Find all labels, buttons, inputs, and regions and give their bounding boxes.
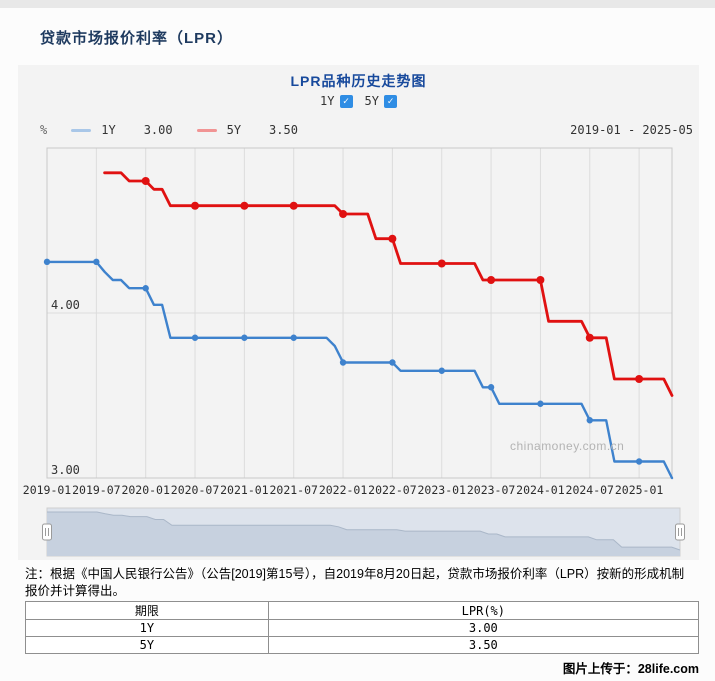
series-toggles: 1Y 5Y [18, 94, 699, 108]
navigator-handle-right[interactable] [675, 523, 685, 541]
legend-label-1y: 1Y [101, 123, 116, 137]
table-row: 1Y 3.00 [25, 619, 700, 637]
svg-text:2022-01: 2022-01 [319, 483, 368, 497]
toggle-5y[interactable]: 5Y [365, 94, 397, 108]
table-row: 5Y 3.50 [25, 636, 700, 654]
svg-text:2022-07: 2022-07 [368, 483, 417, 497]
cell-term-5y: 5Y [25, 636, 269, 654]
svg-text:2021-07: 2021-07 [269, 483, 318, 497]
legend-label-5y: 5Y [226, 123, 242, 137]
x-axis-labels: 2019-01 2019-07 2020-01 2020-07 2021-01 2021-… [23, 483, 664, 497]
svg-text:2020-07: 2020-07 [171, 483, 220, 497]
toggle-1y-label: 1Y [320, 94, 335, 108]
svg-text:2021-01: 2021-01 [220, 483, 269, 497]
lpr-summary-table: 期限 LPR(%) 1Y 3.00 5Y 3.50 [25, 601, 700, 654]
cell-lpr-5y: 3.50 [267, 636, 700, 654]
legend-item-5y[interactable]: 5Y 3.50 [196, 123, 298, 137]
svg-text:2019-01: 2019-01 [23, 483, 72, 497]
chart-panel: 4.00 3.00 2019-01 2019-07 2020-01 2020-07 2021… [18, 65, 699, 560]
col-header-lpr: LPR(%) [267, 601, 700, 620]
plot-grid [46, 148, 672, 478]
table-header-row: 期限 LPR(%) [25, 601, 700, 620]
series-markers-1y [43, 258, 643, 465]
watermark: chinamoney.com.cn [510, 439, 625, 453]
svg-text:2025-01: 2025-01 [615, 483, 664, 497]
navigator[interactable] [42, 507, 685, 557]
svg-text:2023-01: 2023-01 [418, 483, 467, 497]
legend-swatch-1y [71, 128, 92, 132]
navigator-handle-left[interactable] [42, 523, 52, 541]
series-line-1y[interactable] [45, 260, 674, 480]
toggle-1y[interactable]: 1Y [320, 94, 353, 108]
legend-row: % 1Y 3.00 5Y 3.50 2019-01 - 2025-05 [40, 123, 693, 137]
uploader-caption: 图片上传于：28life.com [562, 662, 699, 676]
page-title: 贷款市场报价利率（LPR） [40, 30, 234, 47]
date-range: 2019-01 - 2025-05 [570, 123, 693, 137]
y-axis-unit: % [40, 123, 48, 137]
top-strip [0, 0, 715, 8]
cell-lpr-1y: 3.00 [267, 619, 700, 637]
series-markers-5y [141, 177, 644, 383]
svg-text:2020-01: 2020-01 [121, 483, 170, 497]
legend-swatch-5y [196, 128, 217, 132]
svg-text:2024-01: 2024-01 [516, 483, 565, 497]
cell-term-1y: 1Y [25, 619, 269, 637]
chart-title: LPR品种历史走势图 [290, 73, 427, 89]
legend-item-1y[interactable]: 1Y 3.00 [71, 123, 173, 137]
svg-text:2019-07: 2019-07 [72, 483, 121, 497]
legend-value-1y: 3.00 [143, 123, 173, 137]
col-header-term: 期限 [25, 601, 269, 620]
navigator-area [47, 512, 680, 556]
checkbox-checked-icon[interactable] [383, 94, 397, 108]
navigator-line [47, 511, 681, 551]
chart-plot-area[interactable] [46, 147, 673, 479]
toggle-5y-label: 5Y [364, 94, 379, 108]
footnote: 注：根据《中国人民银行公告》（公告[2019]第15号），自2019年8月20日… [25, 567, 685, 598]
checkbox-checked-icon[interactable] [339, 94, 353, 108]
legend-value-5y: 3.50 [269, 123, 298, 137]
svg-text:2023-07: 2023-07 [467, 483, 516, 497]
svg-text:3.00: 3.00 [51, 463, 80, 477]
svg-text:2024-07: 2024-07 [566, 483, 615, 497]
y-axis-labels: 4.00 3.00 [51, 298, 80, 477]
series-line-5y[interactable] [103, 171, 674, 397]
svg-text:4.00: 4.00 [51, 298, 80, 312]
